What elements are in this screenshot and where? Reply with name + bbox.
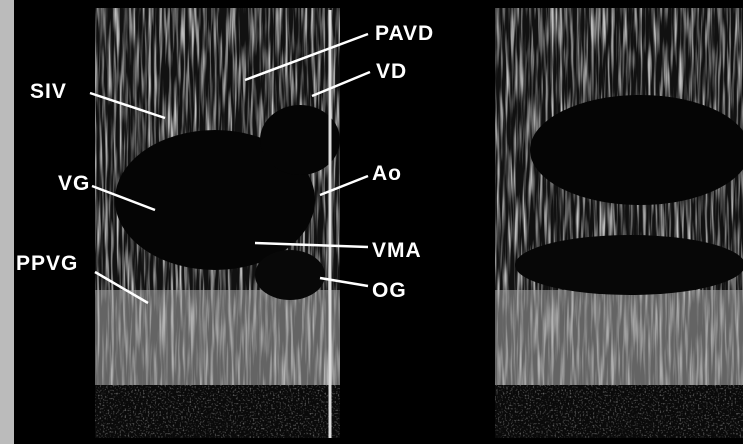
leader-line [319, 276, 369, 288]
leader-line [311, 70, 371, 98]
label: SIV [30, 80, 67, 103]
leader-line [319, 174, 369, 197]
leader-line [94, 270, 149, 305]
label: PAVD [375, 22, 434, 45]
label: OG [372, 279, 407, 302]
leader-line [91, 184, 156, 212]
leader-line [89, 91, 166, 120]
label: Ao [372, 162, 402, 185]
left-panel [95, 8, 340, 438]
label: VD [376, 60, 407, 83]
leader-line [244, 32, 369, 82]
leader-line [254, 241, 369, 249]
label: PPVG [16, 252, 78, 275]
label: VG [58, 172, 90, 195]
margin [0, 0, 14, 444]
label: VMA [372, 239, 422, 262]
right-panel [495, 8, 743, 438]
